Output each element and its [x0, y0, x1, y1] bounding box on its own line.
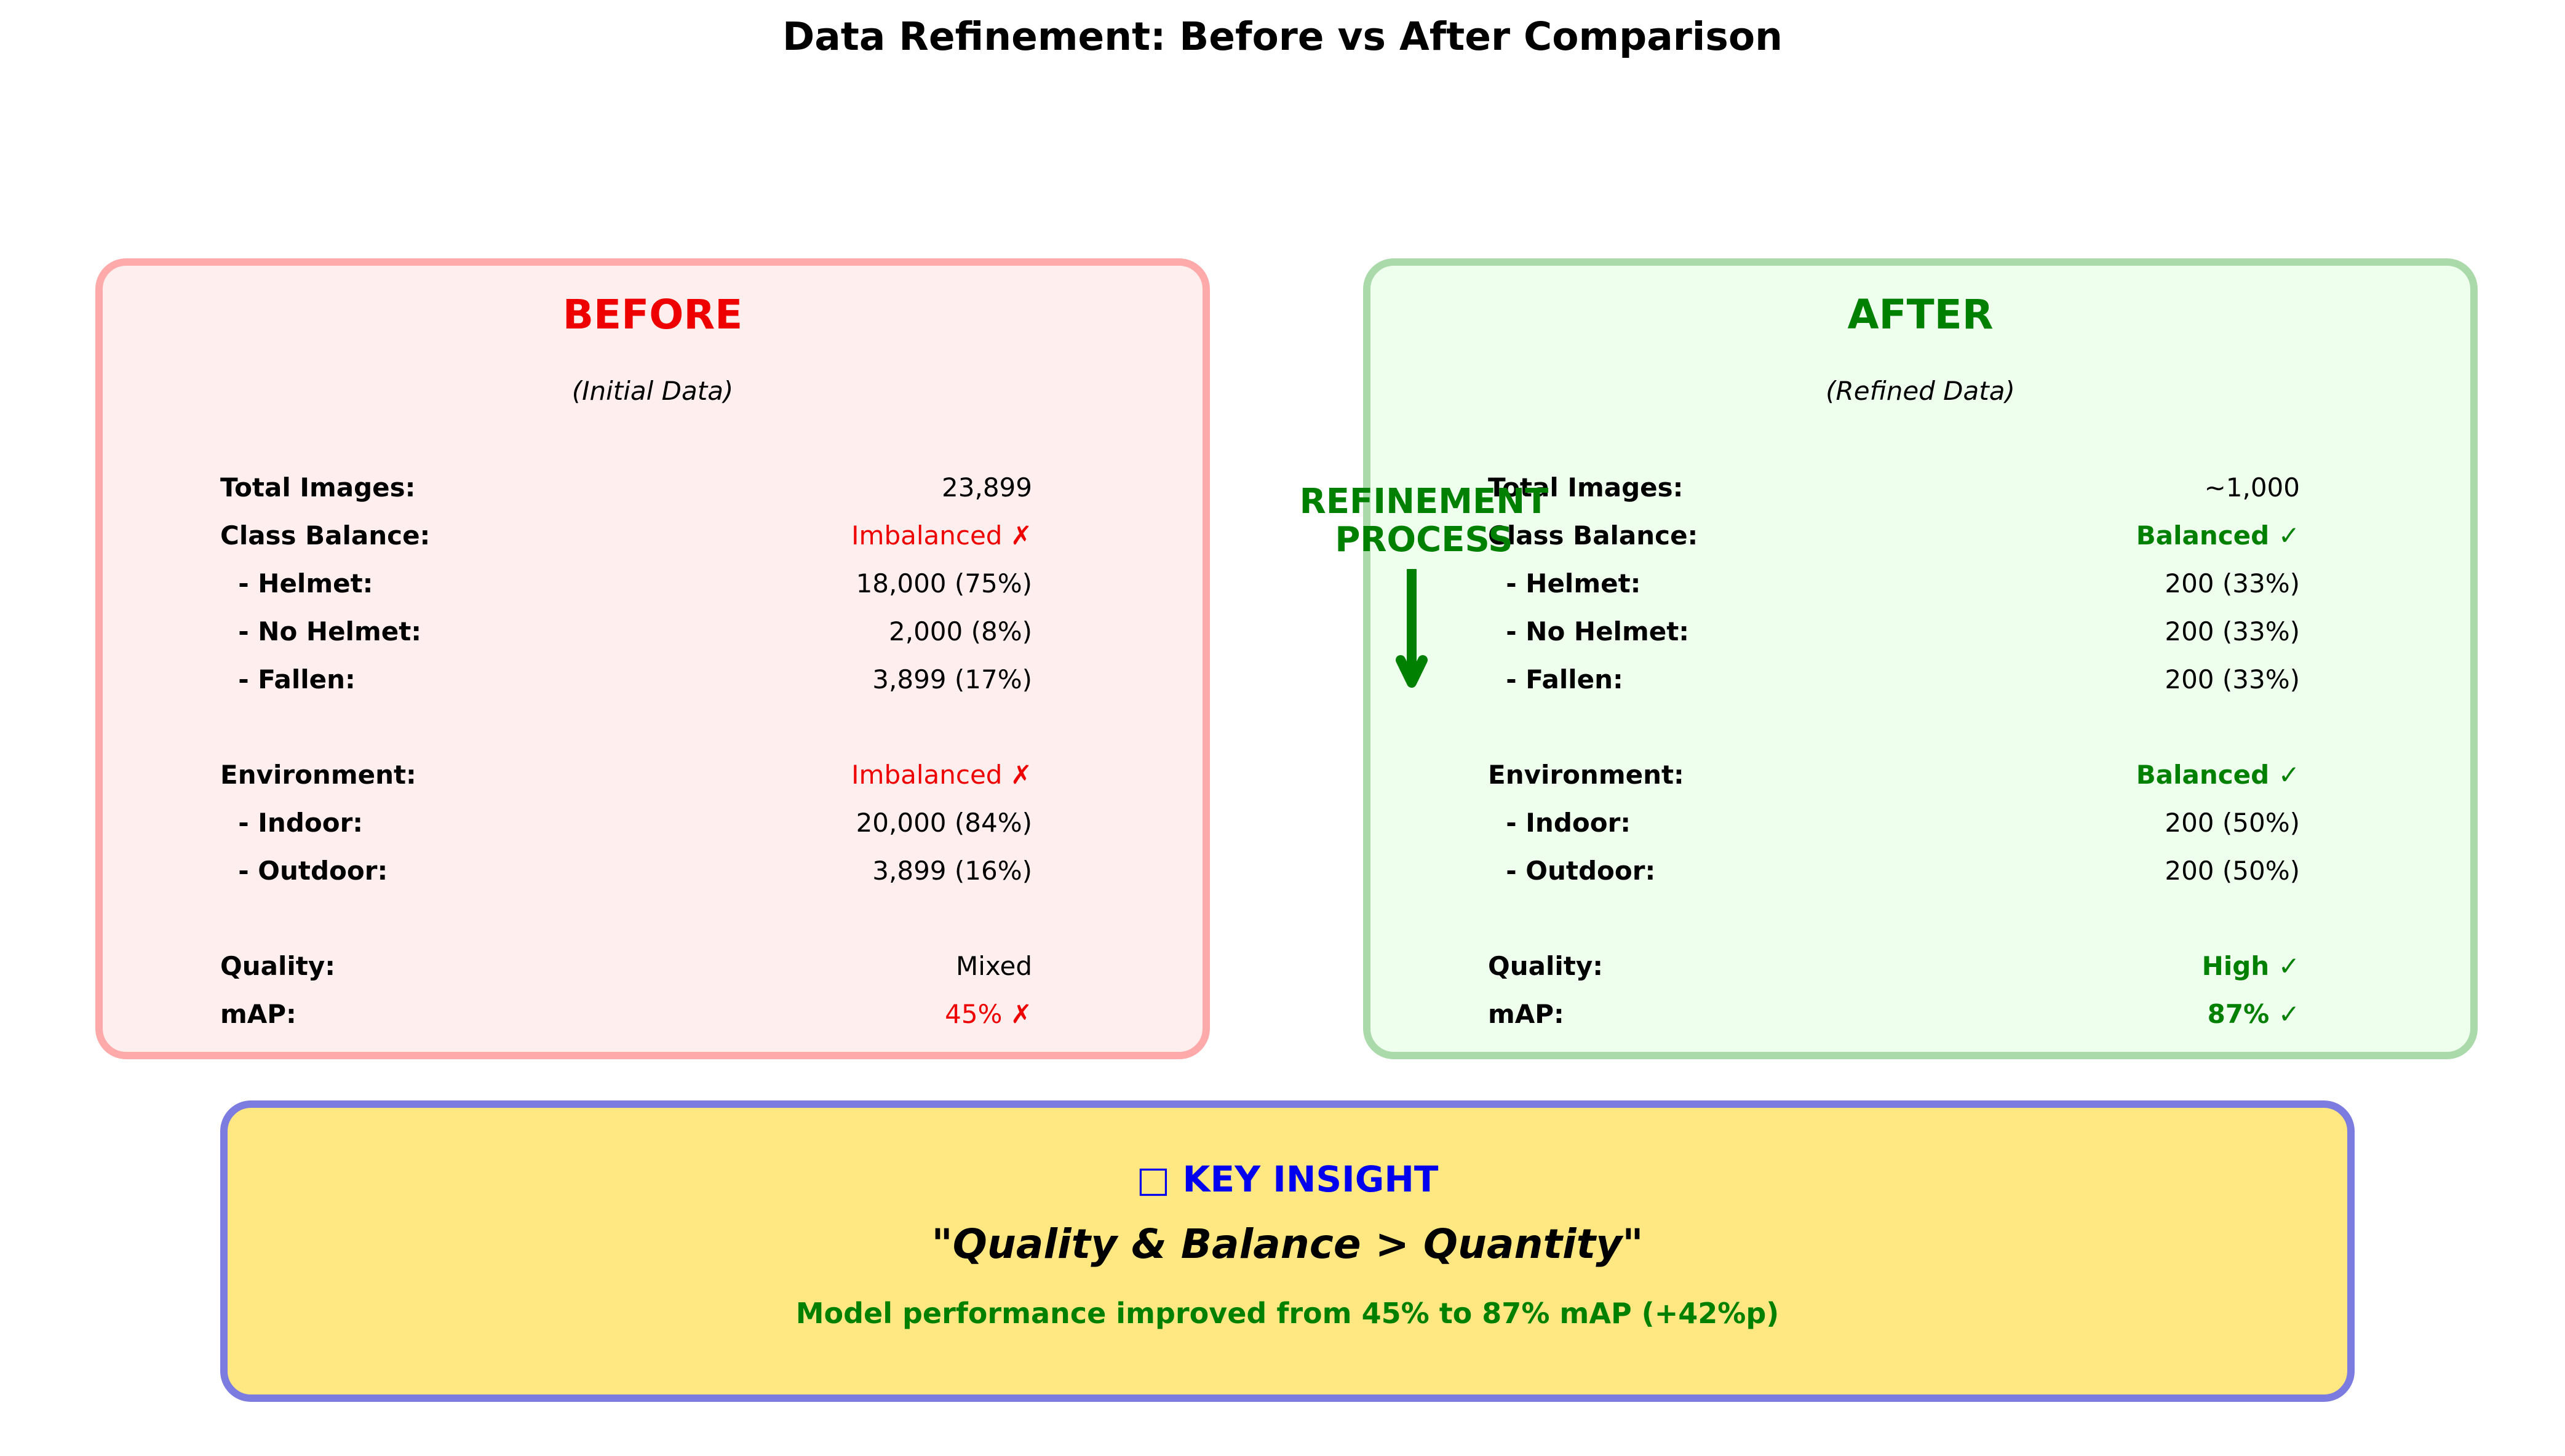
- row-label: Class Balance:: [1488, 520, 1698, 551]
- before-row-outdoor: - Outdoor: 3,899 (16%): [220, 854, 1032, 888]
- before-row-fallen: - Fallen: 3,899 (17%): [220, 662, 1032, 697]
- row-label: mAP:: [220, 999, 296, 1029]
- arrow-down-icon: [1396, 569, 1428, 688]
- key-insight-quote: "Quality & Balance > Quantity": [931, 1220, 1644, 1268]
- process-label-line2: PROCESS: [1335, 520, 1513, 560]
- row-value-status: 45% ✗: [945, 999, 1032, 1029]
- row-value: ~1,000: [2204, 472, 2300, 503]
- row-value: 200 (50%): [2165, 808, 2300, 838]
- after-row-fallen: - Fallen: 200 (33%): [1488, 662, 2300, 697]
- before-row-class-balance: Class Balance: Imbalanced ✗: [220, 519, 1032, 553]
- before-row-indoor: - Indoor: 20,000 (84%): [220, 806, 1032, 840]
- after-heading: AFTER: [1847, 291, 1994, 338]
- row-value: 20,000 (84%): [856, 808, 1032, 838]
- before-row-no-helmet: - No Helmet: 2,000 (8%): [220, 615, 1032, 649]
- after-row-no-helmet: - No Helmet: 200 (33%): [1488, 615, 2300, 649]
- row-value: 2,000 (8%): [889, 616, 1032, 646]
- row-label: - Indoor:: [220, 808, 364, 838]
- row-value: 3,899 (17%): [872, 664, 1032, 694]
- row-value-status: Imbalanced ✗: [851, 520, 1032, 551]
- row-label: - Fallen:: [220, 664, 356, 694]
- row-label: - Indoor:: [1488, 808, 1631, 838]
- row-label: Class Balance:: [220, 520, 431, 551]
- row-label: Quality:: [1488, 951, 1603, 981]
- row-label: mAP:: [1488, 999, 1564, 1029]
- row-label: - Helmet:: [220, 568, 373, 599]
- row-value: 200 (50%): [2165, 856, 2300, 886]
- before-subtitle: (Initial Data): [571, 376, 734, 406]
- before-heading: BEFORE: [562, 291, 743, 338]
- row-label: Total Images:: [220, 472, 416, 503]
- after-panel: AFTER (Refined Data) Total Images: ~1,00…: [1363, 258, 2478, 1059]
- row-value: 3,899 (16%): [872, 856, 1032, 886]
- after-row-total-images: Total Images: ~1,000: [1488, 471, 2300, 505]
- row-label: - Outdoor:: [1488, 856, 1656, 886]
- after-row-quality: Quality: High ✓: [1488, 949, 2300, 984]
- after-row-map: mAP: 87% ✓: [1488, 997, 2300, 1032]
- page-title: Data Refinement: Before vs After Compari…: [782, 14, 1783, 59]
- row-value-status: 87% ✓: [2207, 999, 2300, 1029]
- after-row-outdoor: - Outdoor: 200 (50%): [1488, 854, 2300, 888]
- before-row-helmet: - Helmet: 18,000 (75%): [220, 567, 1032, 601]
- key-insight-note: Model performance improved from 45% to 8…: [795, 1297, 1780, 1330]
- row-label: Environment:: [220, 760, 416, 790]
- refinement-process-label: REFINEMENT PROCESS: [1252, 483, 1596, 559]
- row-label: - No Helmet:: [220, 616, 422, 646]
- row-label: Total Images:: [1488, 472, 1684, 503]
- before-row-quality: Quality: Mixed: [220, 949, 1032, 984]
- row-label: Environment:: [1488, 760, 1684, 790]
- row-label: - Outdoor:: [220, 856, 388, 886]
- row-value: 18,000 (75%): [856, 568, 1032, 599]
- before-row-total-images: Total Images: 23,899: [220, 471, 1032, 505]
- row-value: 23,899: [942, 472, 1032, 503]
- after-row-helmet: - Helmet: 200 (33%): [1488, 567, 2300, 601]
- before-row-map: mAP: 45% ✗: [220, 997, 1032, 1032]
- row-value-status: Imbalanced ✗: [851, 760, 1032, 790]
- row-value-status: High ✓: [2201, 951, 2300, 981]
- quote-text: Quality & Balance > Quantity: [952, 1220, 1623, 1268]
- row-value: 200 (33%): [2165, 616, 2300, 646]
- after-subtitle: (Refined Data): [1826, 376, 2015, 406]
- row-label: - No Helmet:: [1488, 616, 1690, 646]
- row-label: Quality:: [220, 951, 335, 981]
- before-row-environment: Environment: Imbalanced ✗: [220, 758, 1032, 792]
- key-insight-heading: □ KEY INSIGHT: [1136, 1158, 1439, 1200]
- before-panel: BEFORE (Initial Data) Total Images: 23,8…: [95, 258, 1210, 1059]
- row-value: 200 (33%): [2165, 664, 2300, 694]
- after-row-class-balance: Class Balance: Balanced ✓: [1488, 519, 2300, 553]
- row-label: - Helmet:: [1488, 568, 1641, 599]
- row-value: Mixed: [956, 951, 1032, 981]
- process-label-line1: REFINEMENT: [1299, 482, 1549, 522]
- row-value-status: Balanced ✓: [2136, 520, 2300, 551]
- row-value-status: Balanced ✓: [2136, 760, 2300, 790]
- after-row-indoor: - Indoor: 200 (50%): [1488, 806, 2300, 840]
- row-value: 200 (33%): [2165, 568, 2300, 599]
- row-label: - Fallen:: [1488, 664, 1623, 694]
- key-insight-box: □ KEY INSIGHT "Quality & Balance > Quant…: [220, 1100, 2355, 1402]
- after-row-environment: Environment: Balanced ✓: [1488, 758, 2300, 792]
